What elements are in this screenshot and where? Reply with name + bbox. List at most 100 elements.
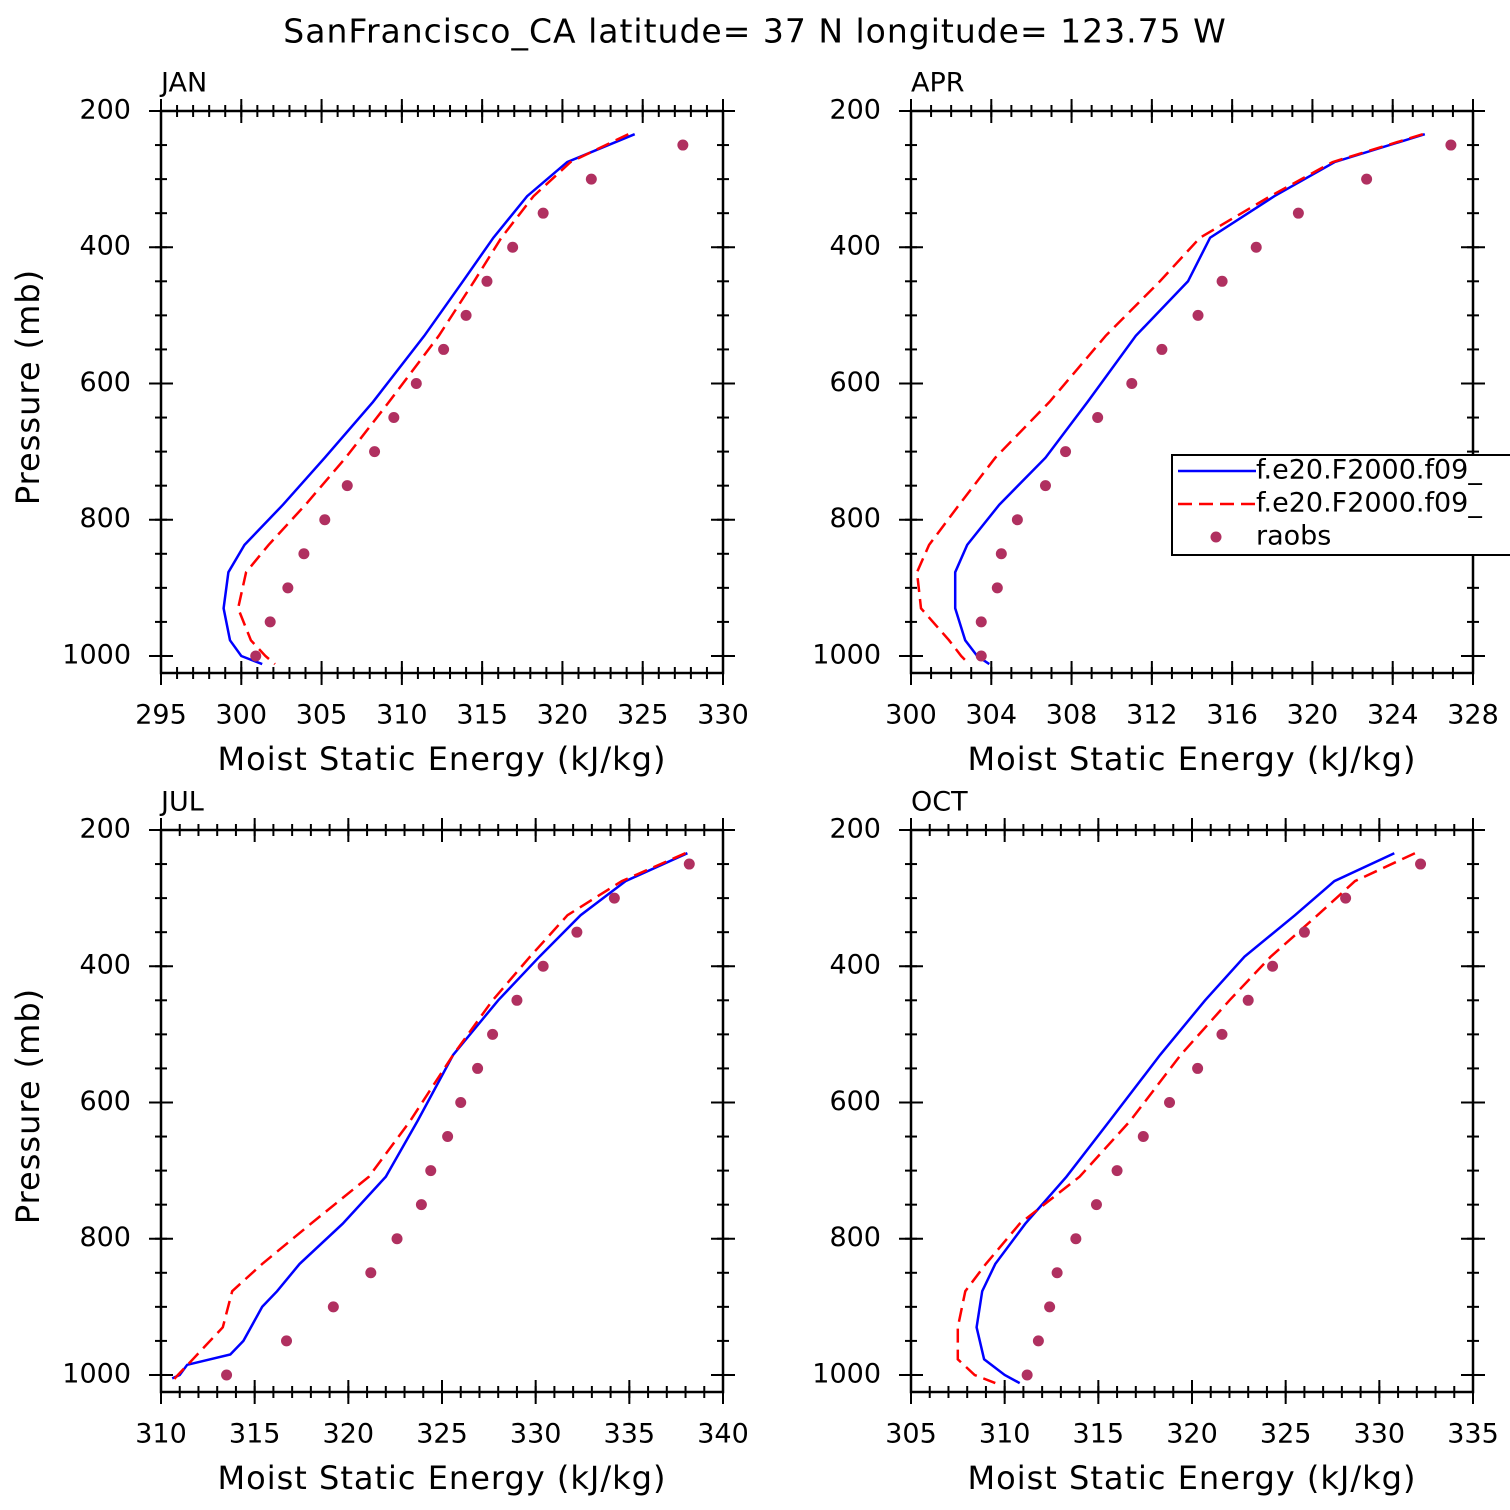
raob-point — [1090, 1199, 1102, 1211]
panel: 300 304 308 312 316 320 324 328 200 400 600 800 1000… — [812, 68, 1510, 778]
raob-point — [341, 480, 353, 492]
profile-line — [169, 852, 687, 1384]
raob-point — [388, 412, 400, 424]
raob-point — [1032, 1335, 1044, 1347]
x-axis-label: Moist Static Energy (kJ/kg) — [218, 740, 667, 778]
raob-point — [1111, 1165, 1123, 1177]
raob-point — [1137, 1131, 1149, 1143]
plot-frame — [909, 109, 1475, 675]
profile-line — [956, 852, 1416, 1385]
raob-point — [995, 548, 1007, 560]
profile-line — [953, 133, 1426, 666]
raob-point — [1051, 1267, 1063, 1279]
x-tick-label: 330 — [697, 700, 749, 731]
raob-point — [250, 650, 262, 662]
raob-point — [537, 960, 549, 972]
plot-frame — [909, 828, 1475, 1394]
x-tick-label: 310 — [376, 700, 428, 731]
raob-point — [1445, 139, 1457, 151]
raob-point — [975, 616, 987, 628]
y-tick-label: 800 — [829, 503, 881, 534]
raob-point — [677, 139, 689, 151]
raob-point — [1298, 926, 1310, 938]
raob-point — [472, 1062, 484, 1074]
y-tick-label: 800 — [829, 1222, 881, 1253]
raob-point — [1242, 994, 1254, 1006]
y-tick-label: 1000 — [812, 1358, 881, 1389]
raob-point — [683, 858, 695, 870]
x-tick-label: 304 — [966, 700, 1018, 731]
y-tick-label: 400 — [829, 950, 881, 981]
raob-point — [975, 650, 987, 662]
profile-line — [171, 852, 688, 1380]
y-tick-label: 800 — [79, 1222, 131, 1253]
raob-point — [455, 1096, 467, 1108]
y-tick-label: 200 — [829, 95, 881, 126]
y-tick-label: 200 — [79, 814, 131, 845]
raob-point — [1039, 480, 1051, 492]
raob-point — [221, 1369, 233, 1381]
panel: 295 300 305 310 315 320 325 330 200 400 600 800 1000… — [9, 68, 749, 779]
profile-line — [975, 852, 1395, 1385]
y-tick-label: 1000 — [62, 639, 131, 670]
x-tick-label: 300 — [885, 700, 937, 731]
x-tick-label: 330 — [1354, 1419, 1406, 1450]
x-tick-label: 325 — [1260, 1419, 1312, 1450]
x-tick-label: 340 — [697, 1419, 749, 1450]
raob-point — [327, 1301, 339, 1313]
x-tick-label: 316 — [1206, 700, 1258, 731]
raob-point — [410, 377, 422, 389]
x-tick-label: 335 — [1447, 1419, 1499, 1450]
y-tick-label: 400 — [829, 231, 881, 262]
y-tick-label: 600 — [79, 1086, 131, 1117]
raob-point — [1361, 173, 1373, 185]
x-tick-label: 308 — [1046, 700, 1098, 731]
x-axis-label: Moist Static Energy (kJ/kg) — [968, 740, 1417, 778]
raob-point — [365, 1267, 377, 1279]
raob-point — [1164, 1096, 1176, 1108]
raob-point — [1092, 412, 1104, 424]
x-axis-label: Moist Static Energy (kJ/kg) — [968, 1459, 1417, 1497]
plot-frame — [159, 109, 725, 675]
x-tick-label: 295 — [135, 700, 187, 731]
x-tick-label: 328 — [1447, 700, 1499, 731]
panel-title: JAN — [159, 68, 207, 99]
y-axis-label: Pressure (mb) — [9, 988, 47, 1224]
y-tick-label: 400 — [79, 950, 131, 981]
x-tick-label: 330 — [510, 1419, 562, 1450]
panel: 310 315 320 325 330 335 340 200 400 600 800 1000 JUL… — [9, 787, 749, 1498]
raob-point — [1415, 858, 1427, 870]
raob-point — [281, 1335, 293, 1347]
raob-point — [1192, 1062, 1204, 1074]
y-tick-label: 400 — [79, 231, 131, 262]
raob-point — [1292, 207, 1304, 219]
raob-point — [481, 275, 493, 287]
x-tick-label: 310 — [979, 1419, 1031, 1450]
raob-point — [1192, 309, 1204, 321]
x-tick-label: 310 — [135, 1419, 187, 1450]
panel: 305 310 315 320 325 330 335 200 400 600 800 1000 OCT… — [812, 787, 1498, 1498]
x-tick-label: 335 — [604, 1419, 656, 1450]
raob-point — [319, 514, 331, 526]
profile-line — [915, 133, 1424, 665]
x-axis-label: Moist Static Energy (kJ/kg) — [218, 1459, 667, 1497]
raob-point — [1267, 960, 1279, 972]
raob-point — [1156, 343, 1168, 355]
y-tick-label: 600 — [79, 367, 131, 398]
y-tick-label: 1000 — [812, 639, 881, 670]
y-tick-label: 600 — [829, 1086, 881, 1117]
y-tick-label: 1000 — [62, 1358, 131, 1389]
x-tick-label: 320 — [323, 1419, 375, 1450]
raob-point — [1011, 514, 1023, 526]
raob-point — [460, 309, 472, 321]
y-tick-label: 200 — [829, 814, 881, 845]
plot-frame — [159, 828, 725, 1394]
legend-label: f.e20.F2000.f09_ — [1256, 488, 1482, 519]
raob-point — [1044, 1301, 1056, 1313]
raob-point — [608, 892, 620, 904]
raob-point — [1216, 1028, 1228, 1040]
raob-point — [391, 1233, 403, 1245]
raob-point — [298, 548, 310, 560]
y-tick-label: 800 — [79, 503, 131, 534]
profile-line — [236, 133, 629, 666]
